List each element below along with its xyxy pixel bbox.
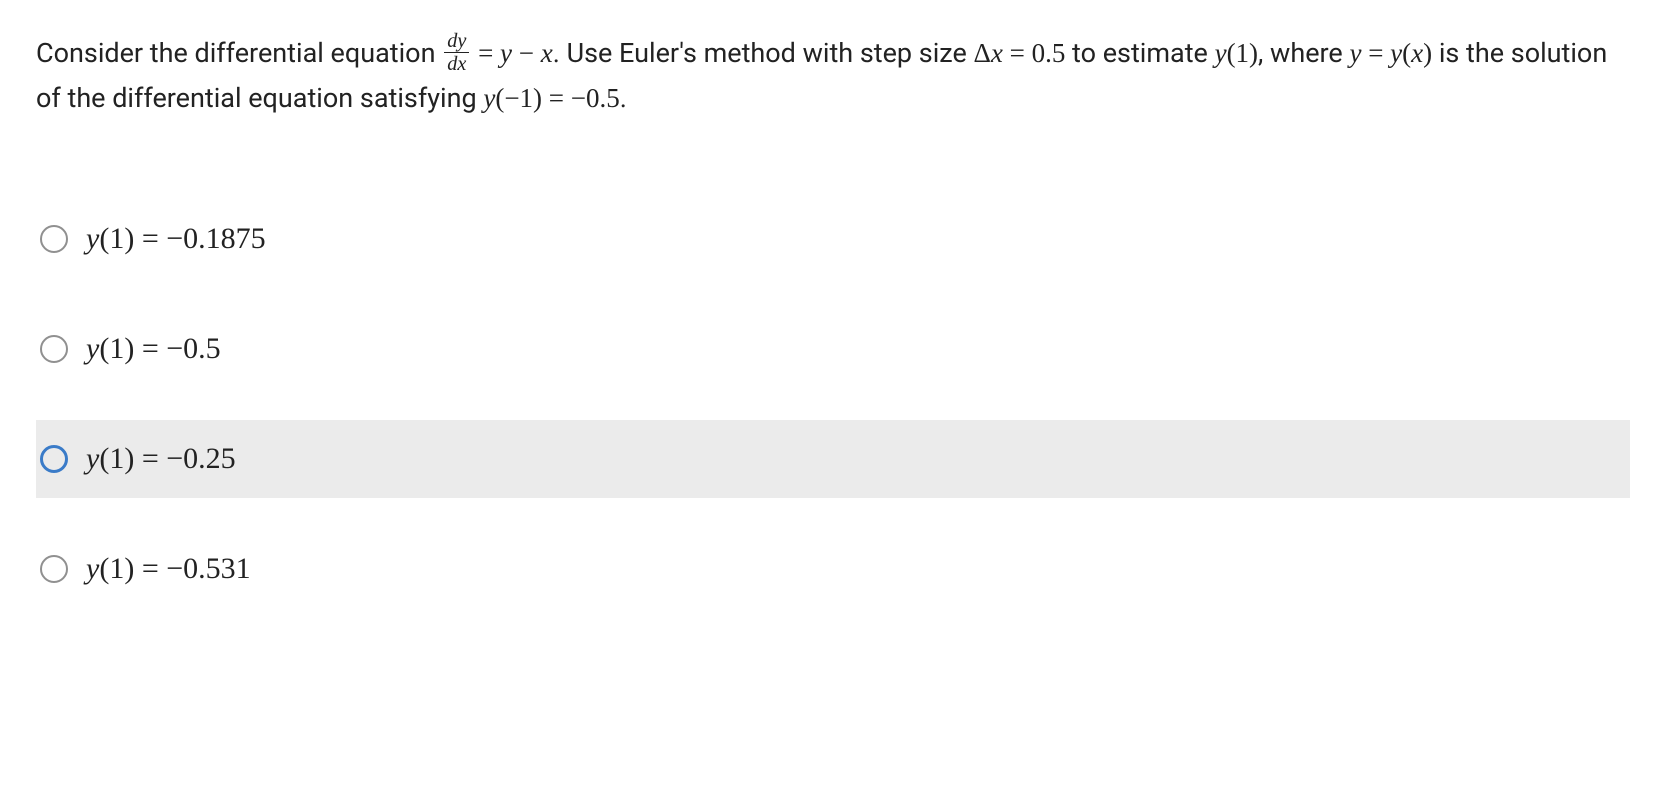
var-x-4: x [1411,38,1423,68]
eq-sign-3: = [1361,38,1390,68]
question-part2a: . Use Euler's method with step size [553,37,974,69]
option-value: −0.5 [166,332,220,365]
question-part4: , where [1258,37,1349,69]
option-arg: 1 [109,552,124,585]
var-y: y [500,38,512,68]
fraction-dy-dx: dydx [444,31,469,75]
option-row[interactable]: y(1) = −0.25 [36,420,1630,498]
question-part6: . [620,82,627,114]
delta: Δ [974,38,991,68]
radio-button[interactable] [40,335,68,363]
option-eq: = [134,552,166,585]
radio-button[interactable] [40,225,68,253]
option-eq: = [134,332,166,365]
y-of-1-paren: (1) [1227,38,1258,68]
option-y: y [86,222,99,255]
option-y: y [86,552,99,585]
option-close-paren: ) [124,222,134,255]
eq-sign-1: = [471,38,500,68]
var-x-2: x [991,38,1003,68]
option-arg: 1 [109,442,124,475]
y-of-1-y: y [1215,38,1227,68]
option-spacer [36,388,1630,420]
option-open-paren: ( [99,222,109,255]
option-arg: 1 [109,222,124,255]
minus-1: − [512,38,541,68]
y-neg1-rest: (−1) = −0.5 [495,83,619,113]
option-y: y [86,442,99,475]
option-label: y(1) = −0.25 [86,442,236,476]
close-paren: ) [1423,38,1432,68]
option-open-paren: ( [99,442,109,475]
var-y-3: y [1349,38,1361,68]
question-part3: to estimate [1065,37,1214,69]
option-value: −0.531 [166,552,250,585]
radio-button[interactable] [40,445,68,473]
option-value: −0.1875 [166,222,265,255]
y-neg1-y: y [483,83,495,113]
options-list: y(1) = −0.1875y(1) = −0.5y(1) = −0.25y(1… [36,200,1630,608]
option-arg: 1 [109,332,124,365]
option-label: y(1) = −0.531 [86,552,251,586]
eq-05: = 0.5 [1003,38,1065,68]
radio-button[interactable] [40,555,68,583]
var-y-4: y [1390,38,1402,68]
question-part1: Consider the differential equation [36,37,442,69]
option-eq: = [134,222,166,255]
option-spacer [36,278,1630,310]
option-y: y [86,332,99,365]
question-text: Consider the differential equation dydx … [36,32,1630,120]
option-open-paren: ( [99,332,109,365]
open-paren: ( [1402,38,1411,68]
option-value: −0.25 [166,442,235,475]
option-open-paren: ( [99,552,109,585]
option-row[interactable]: y(1) = −0.531 [36,530,1630,608]
option-row[interactable]: y(1) = −0.5 [36,310,1630,388]
option-close-paren: ) [124,442,134,475]
option-eq: = [134,442,166,475]
option-row[interactable]: y(1) = −0.1875 [36,200,1630,278]
option-close-paren: ) [124,552,134,585]
option-label: y(1) = −0.1875 [86,222,266,256]
option-spacer [36,498,1630,530]
option-close-paren: ) [124,332,134,365]
var-x: x [541,38,553,68]
option-label: y(1) = −0.5 [86,332,221,366]
